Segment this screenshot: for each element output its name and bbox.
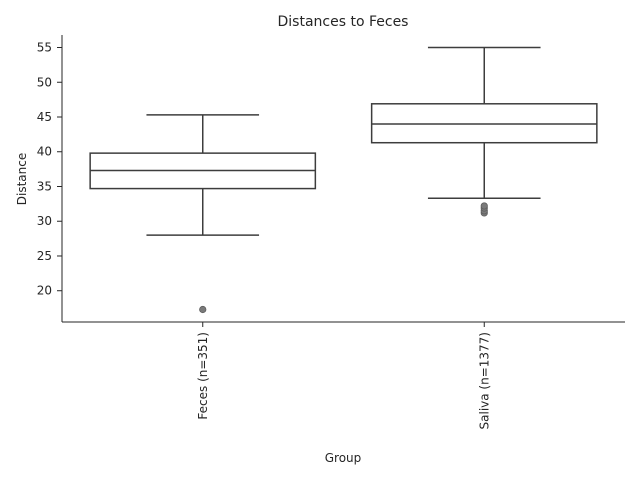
y-axis-label: Distance: [15, 153, 29, 205]
box-0: [89, 114, 317, 314]
y-tick-label: 45: [37, 110, 52, 124]
x-axis-label: Group: [325, 451, 362, 465]
outlier-point: [480, 202, 488, 210]
y-tick-label: 35: [37, 179, 52, 193]
x-tick-label: Saliva (n=1377): [477, 332, 491, 429]
y-axis-ticks: 20 25 30 35 40 45 50 55: [37, 41, 62, 298]
box-1: [370, 46, 598, 217]
box-group: [89, 46, 598, 314]
y-tick-label: 25: [37, 249, 52, 263]
outlier-point: [199, 305, 207, 314]
x-tick-label: Feces (n=351): [196, 332, 210, 420]
y-tick-label: 40: [37, 145, 52, 159]
chart-title: Distances to Feces: [278, 14, 409, 30]
x-axis-ticks: Feces (n=351) Saliva (n=1377): [196, 322, 491, 429]
y-tick-label: 30: [37, 214, 52, 228]
y-tick-label: 50: [37, 75, 52, 89]
y-tick-label: 55: [37, 41, 52, 55]
y-tick-label: 20: [37, 284, 52, 298]
